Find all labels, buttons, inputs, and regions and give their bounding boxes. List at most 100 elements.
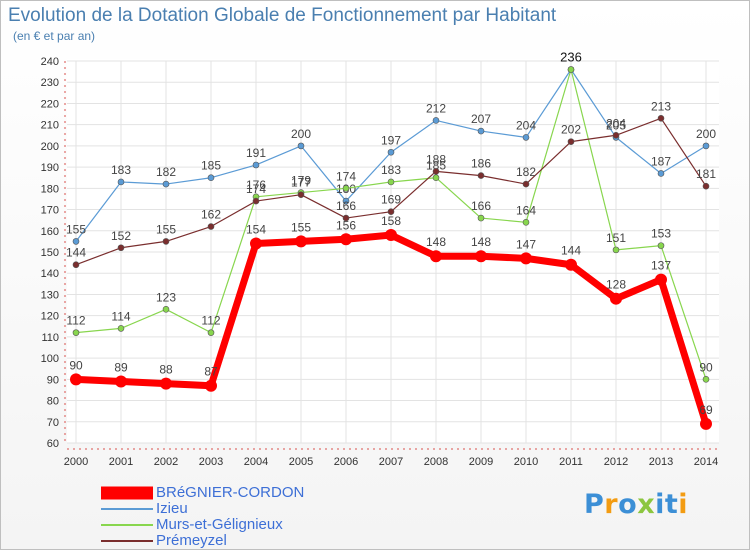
y-tick-label: 130 xyxy=(41,289,59,301)
y-tick-label: 220 xyxy=(41,98,59,110)
data-point-premeyzel[interactable] xyxy=(117,244,125,252)
data-label-premeyzel: 181 xyxy=(696,167,716,181)
data-label-premeyzel: 177 xyxy=(291,176,311,190)
x-tick-label: 2002 xyxy=(154,456,178,468)
data-point-bregnier-cordon[interactable] xyxy=(115,375,127,388)
data-point-murs-et-gelignieux[interactable] xyxy=(477,214,485,222)
data-point-bregnier-cordon[interactable] xyxy=(430,250,442,263)
legend-label-murs-et-gelignieux: Murs-et-Gélignieux xyxy=(156,516,283,533)
data-point-premeyzel[interactable] xyxy=(162,238,170,245)
y-tick-label: 90 xyxy=(47,374,59,386)
data-point-bregnier-cordon[interactable] xyxy=(610,292,622,305)
legend-item-bregnier-cordon[interactable]: BRéGNIER-CORDON xyxy=(101,485,304,501)
chart-title: Evolution de la Dotation Globale de Fonc… xyxy=(8,5,557,26)
data-point-premeyzel[interactable] xyxy=(342,214,350,222)
data-point-bregnier-cordon[interactable] xyxy=(205,379,217,392)
data-point-bregnier-cordon[interactable] xyxy=(565,258,577,271)
data-point-premeyzel[interactable] xyxy=(72,261,80,269)
x-tick-label: 2005 xyxy=(289,456,313,468)
data-point-murs-et-gelignieux[interactable] xyxy=(117,325,125,332)
data-label-murs-et-gelignieux: 114 xyxy=(111,309,130,323)
data-point-bregnier-cordon[interactable] xyxy=(475,250,487,263)
data-point-bregnier-cordon[interactable] xyxy=(295,235,307,248)
data-label-premeyzel: 144 xyxy=(66,246,86,260)
data-point-izieu[interactable] xyxy=(162,180,170,188)
data-point-premeyzel[interactable] xyxy=(567,138,575,145)
data-point-izieu[interactable] xyxy=(657,170,665,177)
chart-legend: BRéGNIER-CORDON Izieu Murs-et-Gélignieux… xyxy=(101,485,304,549)
x-tick-label: 2014 xyxy=(694,456,718,468)
data-point-bregnier-cordon[interactable] xyxy=(250,237,262,250)
data-point-bregnier-cordon[interactable] xyxy=(385,229,397,242)
data-point-premeyzel[interactable] xyxy=(477,172,485,179)
data-point-izieu[interactable] xyxy=(252,161,260,169)
data-label-izieu: 212 xyxy=(426,101,446,115)
data-point-murs-et-gelignieux[interactable] xyxy=(567,66,575,73)
logo-letter: x xyxy=(637,489,656,520)
data-point-premeyzel[interactable] xyxy=(702,182,710,190)
logo-letter: i xyxy=(678,489,689,520)
chart-subtitle: (en € et par an) xyxy=(13,29,96,43)
y-tick-label: 140 xyxy=(41,268,59,280)
data-point-izieu[interactable] xyxy=(297,142,305,150)
y-tick-label: 160 xyxy=(41,226,59,238)
data-point-bregnier-cordon[interactable] xyxy=(160,377,172,390)
data-label-bregnier-cordon: 128 xyxy=(606,278,626,292)
data-label-murs-et-gelignieux: 151 xyxy=(606,231,626,245)
data-point-bregnier-cordon[interactable] xyxy=(700,417,712,430)
data-label-bregnier-cordon: 87 xyxy=(204,365,218,379)
data-point-izieu[interactable] xyxy=(387,148,395,156)
data-point-premeyzel[interactable] xyxy=(612,131,620,139)
data-point-murs-et-gelignieux[interactable] xyxy=(612,246,620,254)
data-point-murs-et-gelignieux[interactable] xyxy=(72,329,80,336)
data-point-izieu[interactable] xyxy=(432,117,440,124)
data-point-izieu[interactable] xyxy=(72,238,80,245)
data-point-izieu[interactable] xyxy=(702,142,710,150)
data-point-murs-et-gelignieux[interactable] xyxy=(342,185,350,192)
data-point-murs-et-gelignieux[interactable] xyxy=(657,242,665,249)
data-point-murs-et-gelignieux[interactable] xyxy=(387,178,395,186)
data-label-izieu: 200 xyxy=(696,127,716,141)
logo-letter: i xyxy=(655,489,665,520)
legend-item-premeyzel[interactable]: Prémeyzel xyxy=(101,533,304,549)
y-tick-label: 180 xyxy=(41,183,59,195)
data-point-izieu[interactable] xyxy=(207,174,215,182)
x-tick-label: 2010 xyxy=(514,456,538,468)
data-point-murs-et-gelignieux[interactable] xyxy=(432,174,440,182)
data-label-premeyzel: 152 xyxy=(111,229,131,243)
data-point-murs-et-gelignieux[interactable] xyxy=(522,218,530,226)
data-point-premeyzel[interactable] xyxy=(657,115,665,122)
y-tick-label: 200 xyxy=(41,141,59,153)
legend-swatch-premeyzel xyxy=(101,540,153,542)
data-point-murs-et-gelignieux[interactable] xyxy=(702,376,710,383)
data-point-bregnier-cordon[interactable] xyxy=(520,252,532,265)
logo-letter: r xyxy=(604,489,619,520)
data-label-bregnier-cordon: 154 xyxy=(246,223,266,237)
data-point-bregnier-cordon[interactable] xyxy=(340,233,352,246)
data-point-izieu[interactable] xyxy=(522,134,530,141)
y-tick-label: 80 xyxy=(47,396,59,408)
data-point-premeyzel[interactable] xyxy=(522,180,530,188)
data-point-murs-et-gelignieux[interactable] xyxy=(207,329,215,336)
data-point-premeyzel[interactable] xyxy=(432,168,440,175)
data-point-premeyzel[interactable] xyxy=(387,208,395,215)
data-point-izieu[interactable] xyxy=(477,127,485,135)
data-point-premeyzel[interactable] xyxy=(252,197,260,205)
data-point-bregnier-cordon[interactable] xyxy=(655,273,667,286)
logo-letter: o xyxy=(618,489,638,520)
data-point-premeyzel[interactable] xyxy=(297,191,305,198)
data-label-bregnier-cordon: 89 xyxy=(114,360,128,374)
legend-item-izieu[interactable]: Izieu xyxy=(101,501,304,517)
x-tick-label: 2003 xyxy=(199,456,223,468)
data-point-murs-et-gelignieux[interactable] xyxy=(162,305,170,313)
legend-swatch-izieu xyxy=(101,508,153,510)
data-point-izieu[interactable] xyxy=(342,197,350,205)
legend-item-murs-et-gelignieux[interactable]: Murs-et-Gélignieux xyxy=(101,517,304,533)
data-label-bregnier-cordon: 88 xyxy=(159,363,173,377)
data-label-izieu: 205 xyxy=(606,118,626,132)
data-point-bregnier-cordon[interactable] xyxy=(70,373,82,386)
data-point-premeyzel[interactable] xyxy=(207,223,215,230)
data-label-murs-et-gelignieux: 174 xyxy=(336,169,356,183)
data-point-izieu[interactable] xyxy=(117,178,125,186)
